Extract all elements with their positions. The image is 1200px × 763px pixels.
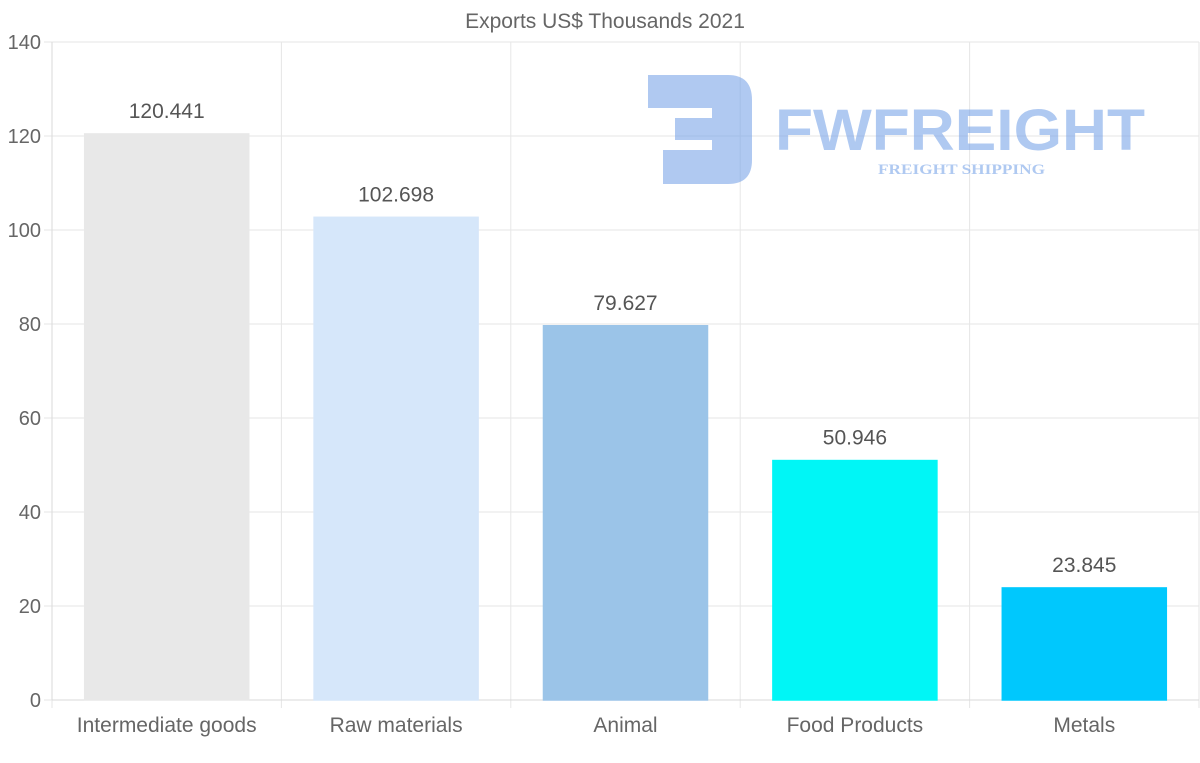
y-axis-ticks: 0 20 40 60 80 100 120 140 [8, 32, 41, 712]
bar-raw-materials [313, 216, 479, 701]
x-tick-label: Food Products [787, 714, 924, 737]
bar-metals [1001, 587, 1168, 701]
watermark-tagline: FREIGHT SHIPPING [878, 162, 1045, 178]
x-tick-label: Metals [1053, 714, 1115, 737]
bar-animal [542, 325, 709, 701]
value-labels: 120.441 102.698 79.627 50.946 23.845 [129, 100, 1117, 577]
fw-logo-icon [648, 75, 752, 184]
data-label: 102.698 [358, 183, 434, 206]
bars [83, 133, 1168, 701]
y-tick-label: 40 [19, 502, 41, 524]
y-tick-label: 100 [8, 220, 41, 242]
y-tick-label: 0 [30, 690, 41, 712]
y-tick-label: 20 [19, 596, 41, 618]
watermark-brand: FWFREIGHT [775, 98, 1145, 163]
y-tick-label: 120 [8, 126, 41, 148]
data-label: 23.845 [1052, 554, 1116, 577]
data-label: 79.627 [593, 292, 657, 315]
data-label: 120.441 [129, 100, 205, 123]
x-tick-label: Animal [593, 714, 657, 737]
x-axis-ticks: Intermediate goods Raw materials Animal Foo… [77, 714, 1115, 737]
watermark: FWFREIGHT FREIGHT SHIPPING [648, 75, 1145, 184]
y-tick-label: 80 [19, 314, 41, 336]
y-tick-label: 140 [8, 32, 41, 54]
y-tick-label: 60 [19, 408, 41, 430]
data-label: 50.946 [823, 427, 887, 450]
bar-food-products [772, 459, 938, 701]
x-tick-label: Intermediate goods [77, 714, 257, 737]
chart-title: Exports US$ Thousands 2021 [465, 10, 745, 33]
bar-intermediate-goods [83, 133, 250, 701]
x-tick-label: Raw materials [330, 714, 463, 737]
